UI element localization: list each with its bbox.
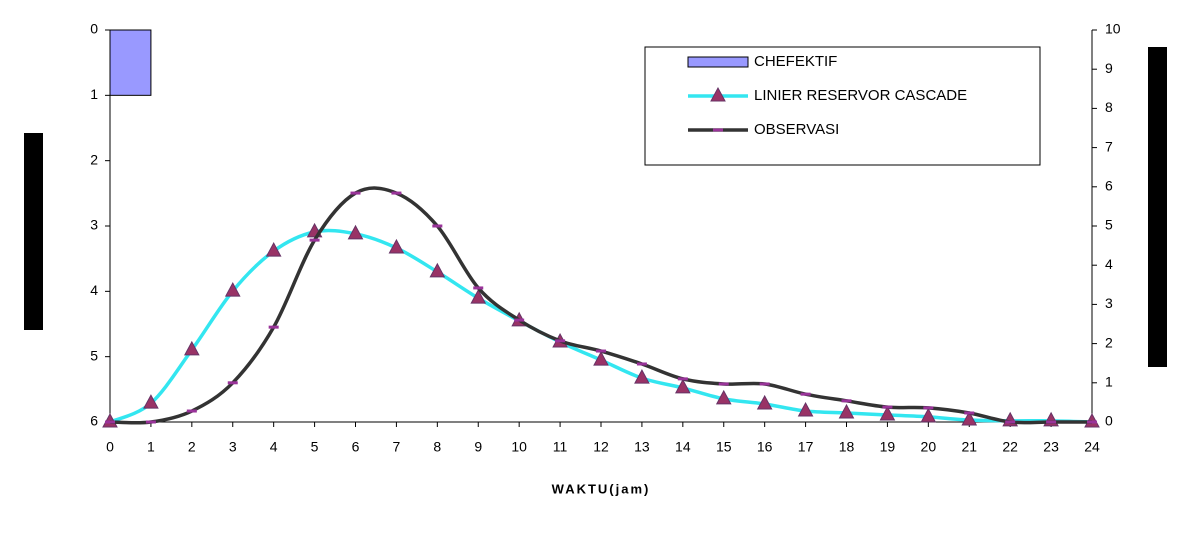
x-tick-label: 18	[839, 439, 855, 455]
point-marker	[1087, 420, 1097, 424]
point-marker	[470, 289, 487, 304]
x-tick-label: 8	[433, 439, 441, 455]
point-marker	[388, 238, 405, 254]
point-marker	[677, 377, 688, 381]
point-marker	[879, 405, 896, 421]
x-tick-label: 14	[675, 439, 691, 455]
y2-tick-label: 5	[1105, 217, 1113, 233]
point-marker	[1046, 420, 1057, 424]
series-line	[109, 186, 1092, 425]
point-marker	[759, 382, 770, 386]
legend-label: CHEFEKTIF	[754, 53, 837, 70]
point-marker	[634, 369, 650, 384]
x-axis-title: WAKTU(jam)	[552, 481, 651, 496]
redacted-axis-title	[24, 133, 43, 330]
y-tick-label: 1	[90, 86, 98, 102]
x-tick-label: 10	[511, 439, 527, 455]
point-marker	[186, 409, 197, 413]
x-tick-label: 16	[757, 439, 773, 455]
point-marker	[596, 349, 606, 353]
x-tick-label: 11	[553, 439, 568, 455]
point-marker	[473, 286, 484, 290]
point-marker	[800, 392, 811, 396]
y-tick-label: 5	[90, 347, 98, 363]
x-tick-label: 1	[147, 439, 155, 455]
point-marker	[593, 351, 609, 366]
legend-marker	[713, 128, 723, 132]
point-marker	[265, 242, 282, 257]
x-tick-label: 20	[921, 439, 937, 455]
y-tick-label: 4	[90, 282, 98, 298]
y2-tick-label: 3	[1105, 295, 1113, 311]
y-tick-label: 6	[90, 413, 98, 429]
y2-tick-label: 6	[1105, 178, 1113, 194]
x-tick-label: 6	[352, 439, 360, 455]
x-tick-label: 7	[393, 439, 401, 455]
x-tick-label: 0	[106, 439, 114, 455]
point-marker	[105, 420, 115, 424]
x-tick-label: 3	[229, 439, 237, 455]
point-marker	[143, 394, 159, 409]
legend-marker	[710, 86, 726, 102]
y2-tick-label: 9	[1105, 60, 1113, 76]
legend-label: LINIER RESERVOR CASCADE	[754, 87, 967, 104]
point-marker	[309, 238, 320, 242]
point-marker	[718, 382, 729, 386]
y2-tick-label: 0	[1105, 413, 1113, 429]
point-marker	[1005, 420, 1016, 424]
x-tick-label: 24	[1084, 439, 1100, 455]
y2-tick-label: 4	[1105, 256, 1113, 272]
y2-tick-label: 10	[1105, 21, 1121, 37]
y2-tick-label: 8	[1105, 99, 1113, 115]
point-marker	[636, 362, 647, 366]
x-tick-label: 22	[1002, 439, 1018, 455]
point-marker	[145, 420, 156, 424]
point-marker	[920, 407, 937, 423]
x-tick-label: 15	[716, 439, 732, 455]
point-marker	[841, 399, 852, 403]
point-marker	[715, 389, 732, 405]
point-marker	[882, 405, 893, 409]
point-marker	[350, 191, 361, 195]
point-marker	[555, 339, 566, 343]
point-marker	[432, 224, 443, 228]
point-marker	[224, 282, 241, 297]
x-tick-label: 4	[270, 439, 278, 455]
point-marker	[964, 411, 975, 415]
point-marker	[756, 394, 773, 410]
point-marker	[961, 410, 978, 426]
x-tick-label: 2	[188, 439, 196, 455]
point-marker	[183, 340, 200, 356]
y-tick-label: 2	[90, 151, 98, 167]
x-tick-label: 12	[593, 439, 609, 455]
point-marker	[797, 401, 814, 417]
y2-tick-label: 1	[1105, 374, 1113, 390]
point-marker	[429, 262, 446, 278]
x-tick-label: 5	[311, 439, 319, 455]
x-tick-label: 21	[961, 439, 977, 455]
x-tick-label: 13	[634, 439, 650, 455]
series-line	[109, 228, 1093, 424]
y2-tick-label: 2	[1105, 334, 1113, 350]
y-tick-label: 3	[90, 217, 98, 233]
redacted-axis-title	[1148, 47, 1167, 367]
point-marker	[838, 403, 855, 419]
point-marker	[268, 325, 279, 329]
point-marker	[674, 378, 691, 394]
y2-tick-label: 7	[1105, 138, 1113, 154]
x-tick-label: 19	[880, 439, 896, 455]
point-marker	[347, 224, 364, 240]
legend-swatch	[687, 56, 749, 68]
point-marker	[514, 318, 525, 322]
legend-label: OBSERVASI	[754, 121, 839, 138]
point-marker	[391, 191, 402, 195]
y-tick-label: 0	[90, 21, 98, 37]
point-marker	[923, 406, 934, 410]
bar	[109, 29, 152, 96]
x-tick-label: 9	[474, 439, 482, 455]
x-tick-label: 17	[798, 439, 814, 455]
point-marker	[227, 381, 238, 385]
x-tick-label: 23	[1043, 439, 1059, 455]
